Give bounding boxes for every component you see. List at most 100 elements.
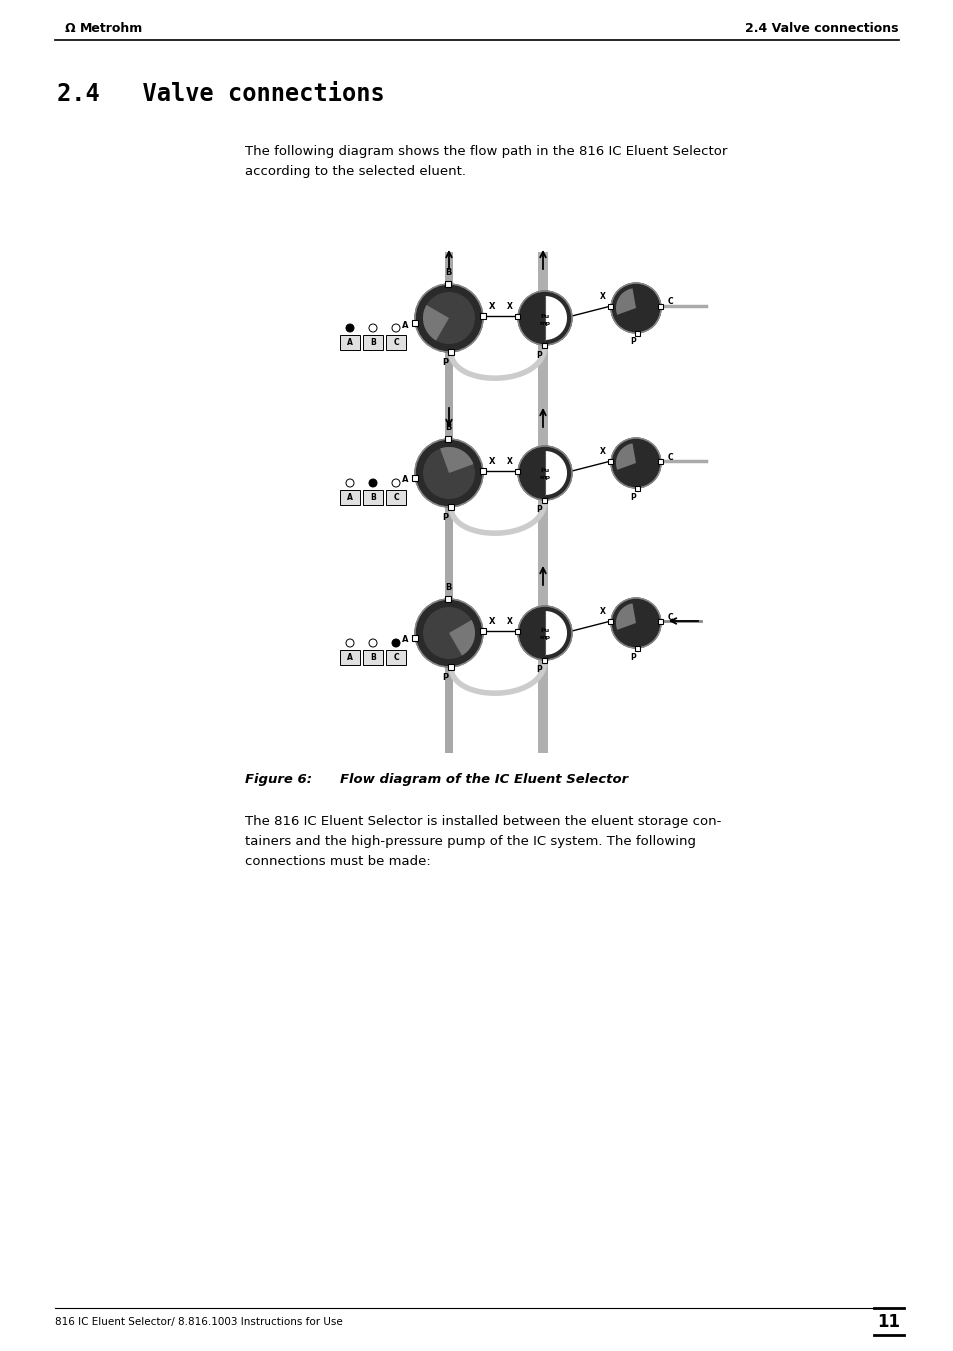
- Bar: [412, 476, 417, 481]
- Text: C: C: [393, 338, 398, 347]
- Bar: [515, 313, 520, 319]
- Circle shape: [415, 439, 482, 507]
- Text: tainers and the high-pressure pump of the IC system. The following: tainers and the high-pressure pump of th…: [245, 835, 696, 848]
- Text: A: A: [401, 476, 408, 485]
- Bar: [479, 313, 485, 319]
- Text: X: X: [599, 607, 605, 616]
- Text: Flow diagram of the IC Eluent Selector: Flow diagram of the IC Eluent Selector: [339, 773, 627, 786]
- Bar: [479, 467, 485, 474]
- Text: Pu: Pu: [539, 469, 549, 473]
- Bar: [537, 567, 547, 753]
- Circle shape: [422, 447, 475, 499]
- Text: P: P: [441, 673, 448, 682]
- Circle shape: [517, 446, 572, 500]
- Circle shape: [422, 607, 475, 659]
- Bar: [363, 490, 382, 505]
- Text: X: X: [489, 457, 495, 466]
- Bar: [635, 485, 639, 490]
- Polygon shape: [439, 447, 473, 473]
- Circle shape: [392, 324, 399, 332]
- Bar: [339, 490, 359, 505]
- Circle shape: [346, 324, 354, 332]
- Text: P: P: [536, 350, 541, 359]
- Circle shape: [369, 480, 376, 486]
- Bar: [658, 304, 662, 308]
- Bar: [339, 335, 359, 350]
- Circle shape: [346, 480, 354, 486]
- Circle shape: [346, 639, 354, 647]
- Polygon shape: [544, 451, 566, 494]
- Text: A: A: [401, 320, 408, 330]
- Text: B: B: [444, 584, 451, 592]
- Text: P: P: [441, 358, 448, 367]
- Bar: [386, 650, 406, 665]
- Bar: [448, 504, 454, 509]
- Bar: [412, 635, 417, 640]
- Text: Pu: Pu: [539, 313, 549, 319]
- Text: P: P: [536, 505, 541, 515]
- Bar: [635, 331, 639, 335]
- Bar: [542, 497, 547, 503]
- Polygon shape: [422, 305, 449, 340]
- Text: The following diagram shows the flow path in the 816 IC Eluent Selector: The following diagram shows the flow pat…: [245, 145, 726, 158]
- Bar: [542, 658, 547, 662]
- Text: P: P: [536, 666, 541, 674]
- Bar: [608, 458, 613, 463]
- Text: mp: mp: [539, 320, 550, 326]
- Text: C: C: [393, 493, 398, 503]
- Text: connections must be made:: connections must be made:: [245, 855, 431, 867]
- Text: Figure 6:: Figure 6:: [245, 773, 312, 786]
- Text: C: C: [667, 453, 673, 462]
- Circle shape: [610, 598, 660, 648]
- Bar: [363, 335, 382, 350]
- Bar: [339, 650, 359, 665]
- Circle shape: [610, 282, 660, 332]
- Polygon shape: [616, 604, 636, 630]
- Polygon shape: [449, 620, 475, 655]
- Text: X: X: [599, 447, 605, 457]
- Text: Pu: Pu: [539, 628, 549, 634]
- Circle shape: [369, 324, 376, 332]
- Text: 816 IC Eluent Selector/ 8.816.1003 Instructions for Use: 816 IC Eluent Selector/ 8.816.1003 Instr…: [55, 1317, 342, 1327]
- Text: A: A: [401, 635, 408, 644]
- Bar: [444, 436, 451, 442]
- Text: P: P: [630, 338, 636, 346]
- Text: 2.4 Valve connections: 2.4 Valve connections: [744, 22, 898, 35]
- Text: Ω: Ω: [65, 22, 75, 35]
- Text: X: X: [506, 457, 512, 466]
- Bar: [542, 343, 547, 347]
- Bar: [444, 281, 451, 286]
- Text: C: C: [667, 612, 673, 621]
- Bar: [444, 409, 453, 594]
- Circle shape: [369, 639, 376, 647]
- Bar: [444, 253, 453, 436]
- Text: B: B: [370, 493, 375, 503]
- Circle shape: [422, 292, 475, 345]
- Bar: [515, 469, 520, 473]
- Polygon shape: [544, 611, 566, 655]
- Text: X: X: [489, 617, 495, 626]
- Bar: [608, 304, 613, 308]
- Text: P: P: [630, 653, 636, 662]
- Text: 11: 11: [877, 1313, 900, 1331]
- Text: according to the selected eluent.: according to the selected eluent.: [245, 165, 465, 178]
- Polygon shape: [616, 288, 636, 315]
- Text: B: B: [370, 338, 375, 347]
- Polygon shape: [616, 443, 636, 470]
- Circle shape: [415, 284, 482, 353]
- Text: The 816 IC Eluent Selector is installed between the eluent storage con-: The 816 IC Eluent Selector is installed …: [245, 815, 720, 828]
- Text: X: X: [489, 303, 495, 311]
- Bar: [537, 253, 547, 436]
- Text: mp: mp: [539, 635, 550, 640]
- Bar: [444, 567, 453, 753]
- Bar: [635, 646, 639, 650]
- Bar: [448, 663, 454, 670]
- Text: 2.4   Valve connections: 2.4 Valve connections: [57, 82, 384, 105]
- Text: C: C: [667, 297, 673, 307]
- Circle shape: [517, 290, 572, 345]
- Text: B: B: [444, 423, 451, 432]
- Bar: [448, 349, 454, 355]
- Bar: [444, 596, 451, 603]
- Circle shape: [610, 438, 660, 488]
- Text: A: A: [347, 653, 353, 662]
